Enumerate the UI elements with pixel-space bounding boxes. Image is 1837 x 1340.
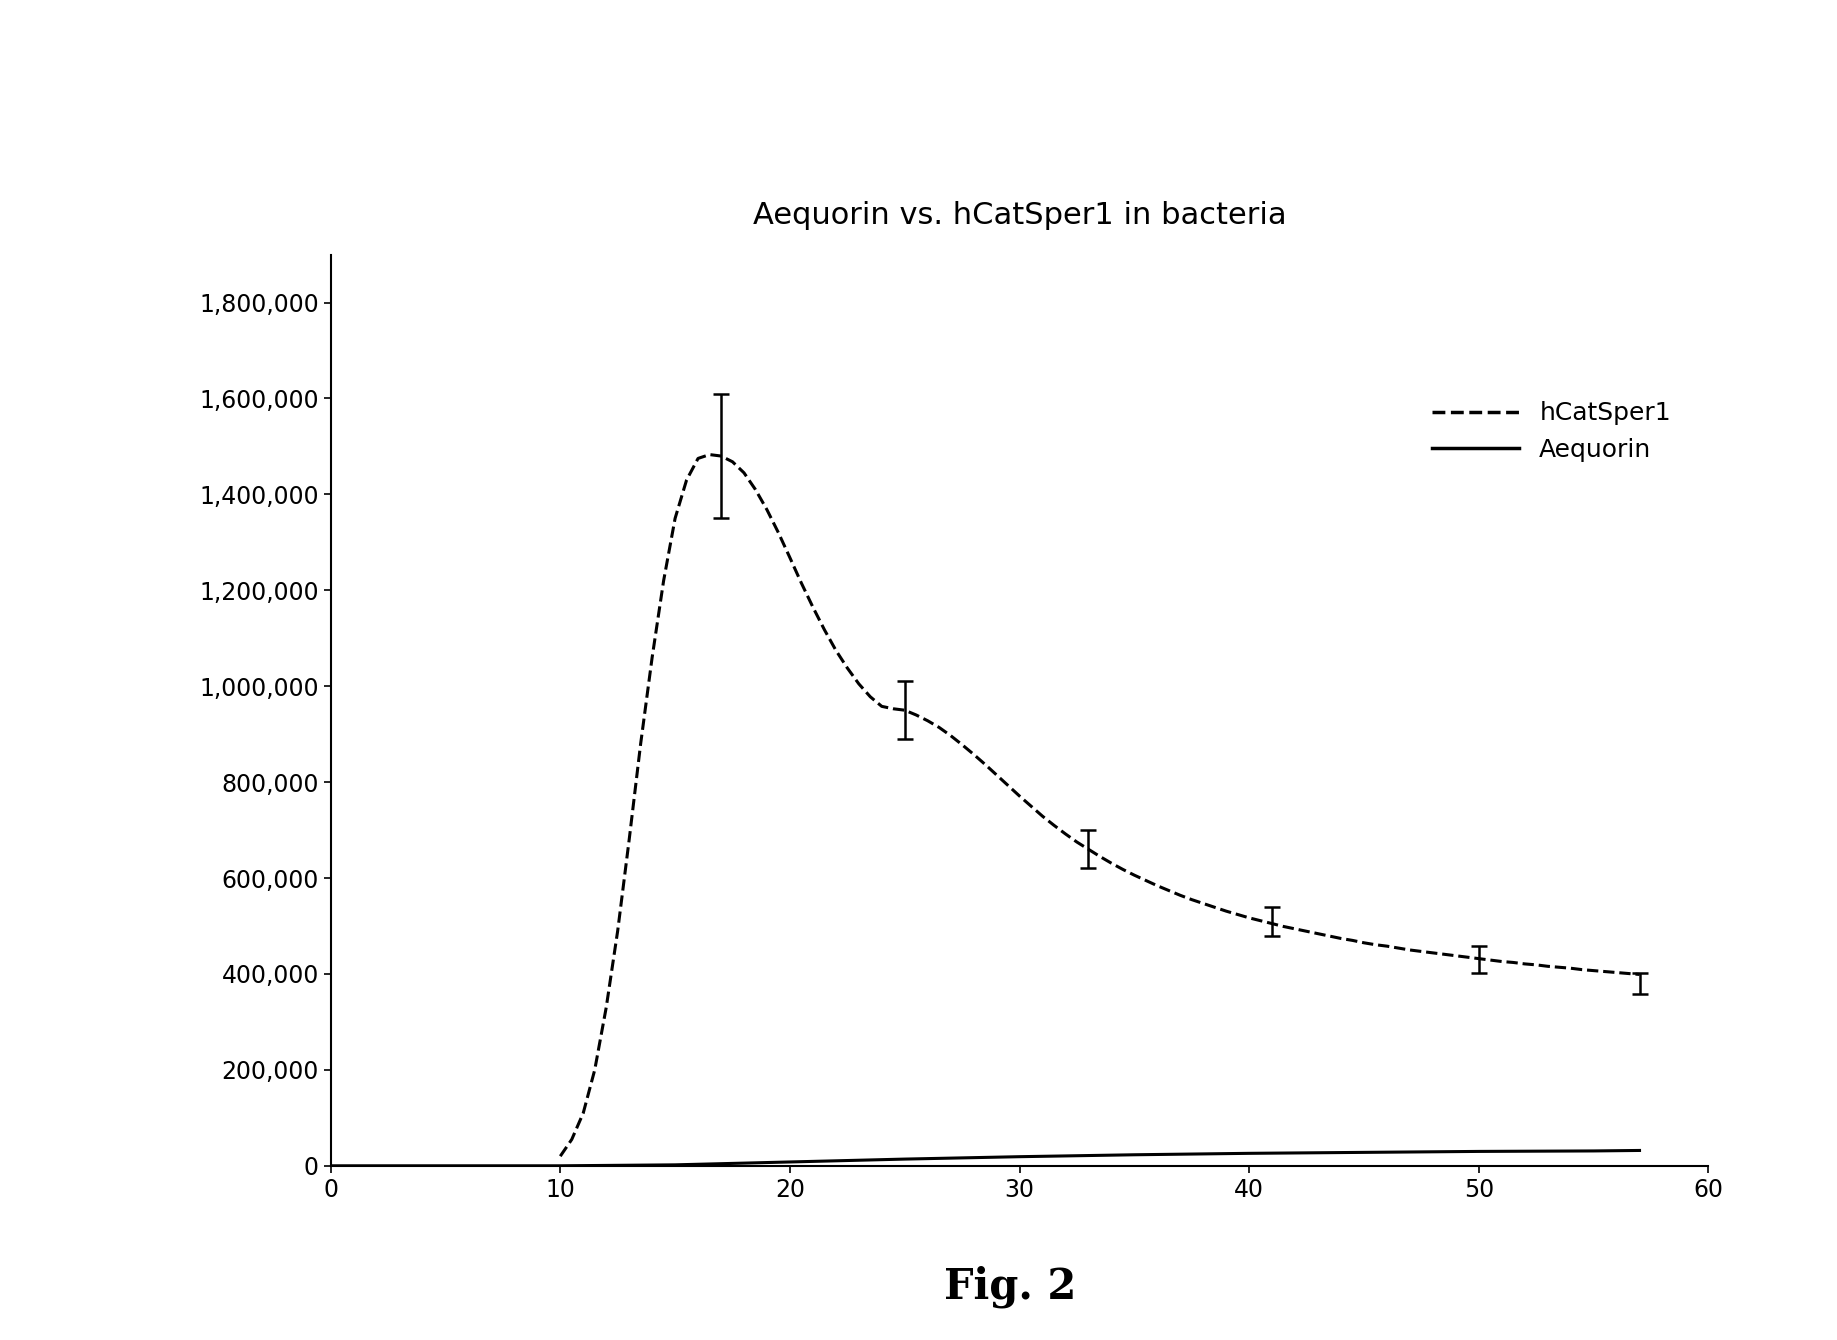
Legend: hCatSper1, Aequorin: hCatSper1, Aequorin [1407,377,1696,486]
Text: Fig. 2: Fig. 2 [944,1265,1076,1308]
Title: Aequorin vs. hCatSper1 in bacteria: Aequorin vs. hCatSper1 in bacteria [753,201,1286,230]
